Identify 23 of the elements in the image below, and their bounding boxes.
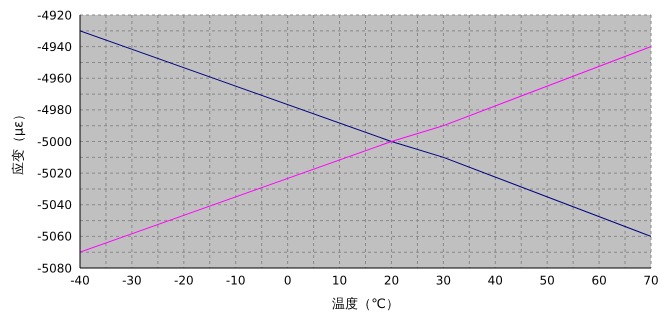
y-tick-label: -5000 xyxy=(37,134,72,149)
y-tick-label: -4960 xyxy=(37,72,72,86)
y-tick-label: -4920 xyxy=(37,8,72,22)
x-tick-label: 60 xyxy=(591,274,607,288)
x-tick-label: -10 xyxy=(226,274,246,288)
x-tick-label: -20 xyxy=(174,274,194,288)
x-tick-label: 30 xyxy=(436,274,452,288)
x-tick-label: -30 xyxy=(122,274,142,288)
y-tick-label: -5040 xyxy=(37,198,72,212)
y-tick-label: -5080 xyxy=(37,261,72,276)
y-tick-label: -5020 xyxy=(37,166,72,180)
x-axis-title: 温度（℃） xyxy=(332,296,399,312)
x-tick-label: 20 xyxy=(384,274,400,288)
x-tick-label: 70 xyxy=(643,274,659,288)
y-tick-label: -5060 xyxy=(37,230,72,244)
y-tick-label: -4940 xyxy=(37,40,72,54)
x-tick-label: -40 xyxy=(70,274,90,288)
x-tick-label: 10 xyxy=(332,274,348,288)
y-tick-label: -4980 xyxy=(37,103,72,118)
x-tick-label: 50 xyxy=(540,274,555,288)
x-tick-label: 0 xyxy=(284,274,292,288)
x-tick-label: 40 xyxy=(488,274,503,288)
y-axis-title: 应变（με） xyxy=(10,108,27,176)
